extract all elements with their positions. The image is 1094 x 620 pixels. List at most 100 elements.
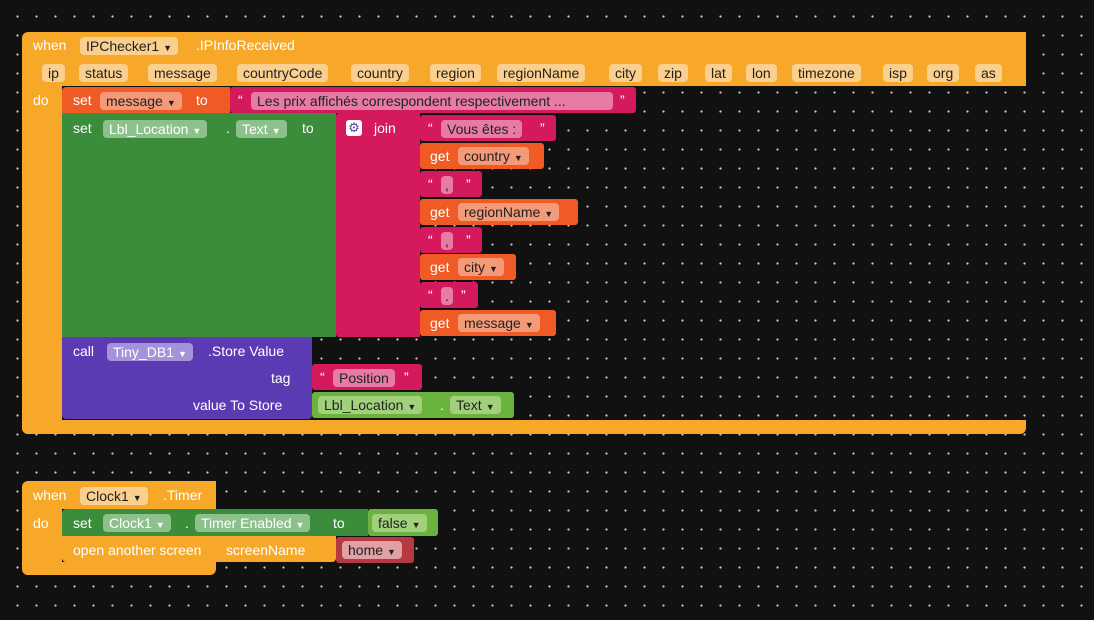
dropdown-arrow-icon: ▼ bbox=[544, 209, 554, 219]
open-quote: “ bbox=[428, 176, 433, 192]
join-label: join bbox=[374, 120, 396, 136]
close-quote: ” bbox=[466, 176, 471, 192]
param-ip[interactable]: ip bbox=[42, 64, 65, 82]
method-name-label: .Store Value bbox=[208, 343, 285, 359]
param-regionname[interactable]: regionName bbox=[497, 64, 586, 82]
component-name: Clock1 bbox=[109, 515, 152, 531]
call-label: call bbox=[73, 343, 95, 359]
dropdown-arrow-icon: ▼ bbox=[166, 98, 176, 108]
gear-icon[interactable]: ⚙ bbox=[346, 120, 362, 136]
to-label: to bbox=[196, 92, 208, 108]
component-name: IPChecker1 bbox=[86, 38, 160, 54]
open-quote: “ bbox=[428, 120, 433, 136]
screenname-label: screenName bbox=[226, 542, 306, 558]
boolean-value: false bbox=[378, 515, 408, 531]
text-value-comma-2[interactable]: , bbox=[441, 232, 453, 250]
close-quote: ” bbox=[540, 120, 545, 136]
to-label: to bbox=[333, 515, 345, 531]
open-quote: “ bbox=[238, 92, 243, 108]
dropdown-arrow-icon: ▼ bbox=[155, 520, 165, 530]
open-another-screen-block[interactable] bbox=[62, 536, 336, 562]
param-lon[interactable]: lon bbox=[746, 64, 777, 82]
component-dropdown-clock1[interactable]: Clock1 ▼ bbox=[80, 487, 148, 505]
dot-label: . bbox=[440, 397, 444, 413]
param-message[interactable]: message bbox=[148, 64, 217, 82]
open-another-screen-label: open another screen bbox=[73, 542, 202, 558]
property-name: Text bbox=[456, 397, 482, 413]
param-isp[interactable]: isp bbox=[883, 64, 913, 82]
set-label: set bbox=[73, 92, 92, 108]
do-label: do bbox=[33, 92, 49, 108]
open-quote: “ bbox=[428, 287, 433, 303]
param-zip[interactable]: zip bbox=[658, 64, 688, 82]
tag-label: tag bbox=[271, 370, 291, 386]
dropdown-arrow-icon: ▼ bbox=[524, 320, 534, 330]
component-dropdown-clock1[interactable]: Clock1 ▼ bbox=[103, 514, 171, 532]
property-dropdown-timer-enabled[interactable]: Timer Enabled ▼ bbox=[195, 514, 311, 532]
dot-label: . bbox=[226, 120, 230, 136]
variable-dropdown-city[interactable]: city ▼ bbox=[458, 258, 504, 276]
close-quote: ” bbox=[404, 369, 409, 385]
dropdown-arrow-icon: ▼ bbox=[271, 126, 281, 136]
get-label: get bbox=[430, 204, 450, 220]
text-value-position[interactable]: Position bbox=[333, 369, 395, 387]
component-dropdown-tinydb1[interactable]: Tiny_DB1 ▼ bbox=[107, 343, 193, 361]
component-dropdown-ipchecker1[interactable]: IPChecker1 ▼ bbox=[80, 37, 179, 55]
component-dropdown-lbl-location[interactable]: Lbl_Location ▼ bbox=[318, 396, 423, 414]
text-value-message[interactable]: Les prix affichés correspondent respecti… bbox=[251, 92, 613, 110]
event-block-ipinfo-footer bbox=[22, 420, 1026, 434]
screen-name-value: home bbox=[348, 542, 384, 558]
variable-dropdown-country[interactable]: country ▼ bbox=[458, 147, 529, 165]
param-region[interactable]: region bbox=[430, 64, 481, 82]
close-quote: ” bbox=[461, 287, 466, 303]
param-status[interactable]: status bbox=[79, 64, 129, 82]
boolean-dropdown-false[interactable]: false ▼ bbox=[372, 514, 427, 532]
dropdown-arrow-icon: ▼ bbox=[489, 264, 498, 274]
variable-dropdown-message[interactable]: message ▼ bbox=[100, 92, 182, 110]
param-city[interactable]: city bbox=[609, 64, 642, 82]
event-block-ipinfo-spine bbox=[22, 86, 62, 434]
event-block-clock-footer bbox=[22, 562, 216, 575]
open-quote: “ bbox=[428, 232, 433, 248]
variable-name: message bbox=[464, 315, 521, 331]
dropdown-arrow-icon: ▼ bbox=[485, 402, 495, 412]
param-as[interactable]: as bbox=[975, 64, 1002, 82]
param-org[interactable]: org bbox=[927, 64, 960, 82]
property-dropdown-text[interactable]: Text ▼ bbox=[236, 120, 287, 138]
component-dropdown-lbl-location[interactable]: Lbl_Location ▼ bbox=[103, 120, 208, 138]
when-label: when bbox=[33, 37, 67, 53]
param-countrycode[interactable]: countryCode bbox=[237, 64, 329, 82]
property-dropdown-text[interactable]: Text ▼ bbox=[450, 396, 501, 414]
variable-name: regionName bbox=[464, 204, 541, 220]
variable-dropdown-regionname[interactable]: regionName ▼ bbox=[458, 203, 560, 221]
dropdown-arrow-icon: ▼ bbox=[295, 520, 305, 530]
dropdown-arrow-icon: ▼ bbox=[132, 493, 142, 503]
dropdown-arrow-icon: ▼ bbox=[163, 43, 173, 53]
screen-name-dropdown-home[interactable]: home ▼ bbox=[342, 541, 402, 559]
component-name: Tiny_DB1 bbox=[113, 344, 174, 360]
when-label: when bbox=[33, 487, 67, 503]
text-value-period[interactable]: . bbox=[441, 287, 453, 305]
event-name-label: .IPInfoReceived bbox=[196, 37, 295, 53]
text-value-comma-1[interactable]: , bbox=[441, 176, 453, 194]
param-lat[interactable]: lat bbox=[705, 64, 732, 82]
get-label: get bbox=[430, 148, 450, 164]
close-quote: ” bbox=[620, 92, 625, 108]
dropdown-arrow-icon: ▼ bbox=[513, 153, 523, 163]
dropdown-arrow-icon: ▼ bbox=[192, 126, 202, 136]
dropdown-arrow-icon: ▼ bbox=[387, 547, 396, 557]
set-property-block-lbl-location[interactable] bbox=[62, 113, 336, 337]
dropdown-arrow-icon: ▼ bbox=[407, 402, 417, 412]
to-label: to bbox=[302, 120, 314, 136]
component-name: Lbl_Location bbox=[324, 397, 404, 413]
dot-label: . bbox=[185, 515, 189, 531]
param-country[interactable]: country bbox=[351, 64, 409, 82]
value-to-store-label: value To Store bbox=[193, 397, 283, 413]
dropdown-arrow-icon: ▼ bbox=[411, 520, 421, 530]
param-timezone[interactable]: timezone bbox=[792, 64, 861, 82]
set-label: set bbox=[73, 515, 92, 531]
join-block[interactable] bbox=[336, 113, 420, 337]
variable-dropdown-message[interactable]: message ▼ bbox=[458, 314, 540, 332]
text-value-vous-etes[interactable]: Vous êtes : bbox=[441, 120, 523, 138]
property-name: Text bbox=[242, 121, 268, 137]
